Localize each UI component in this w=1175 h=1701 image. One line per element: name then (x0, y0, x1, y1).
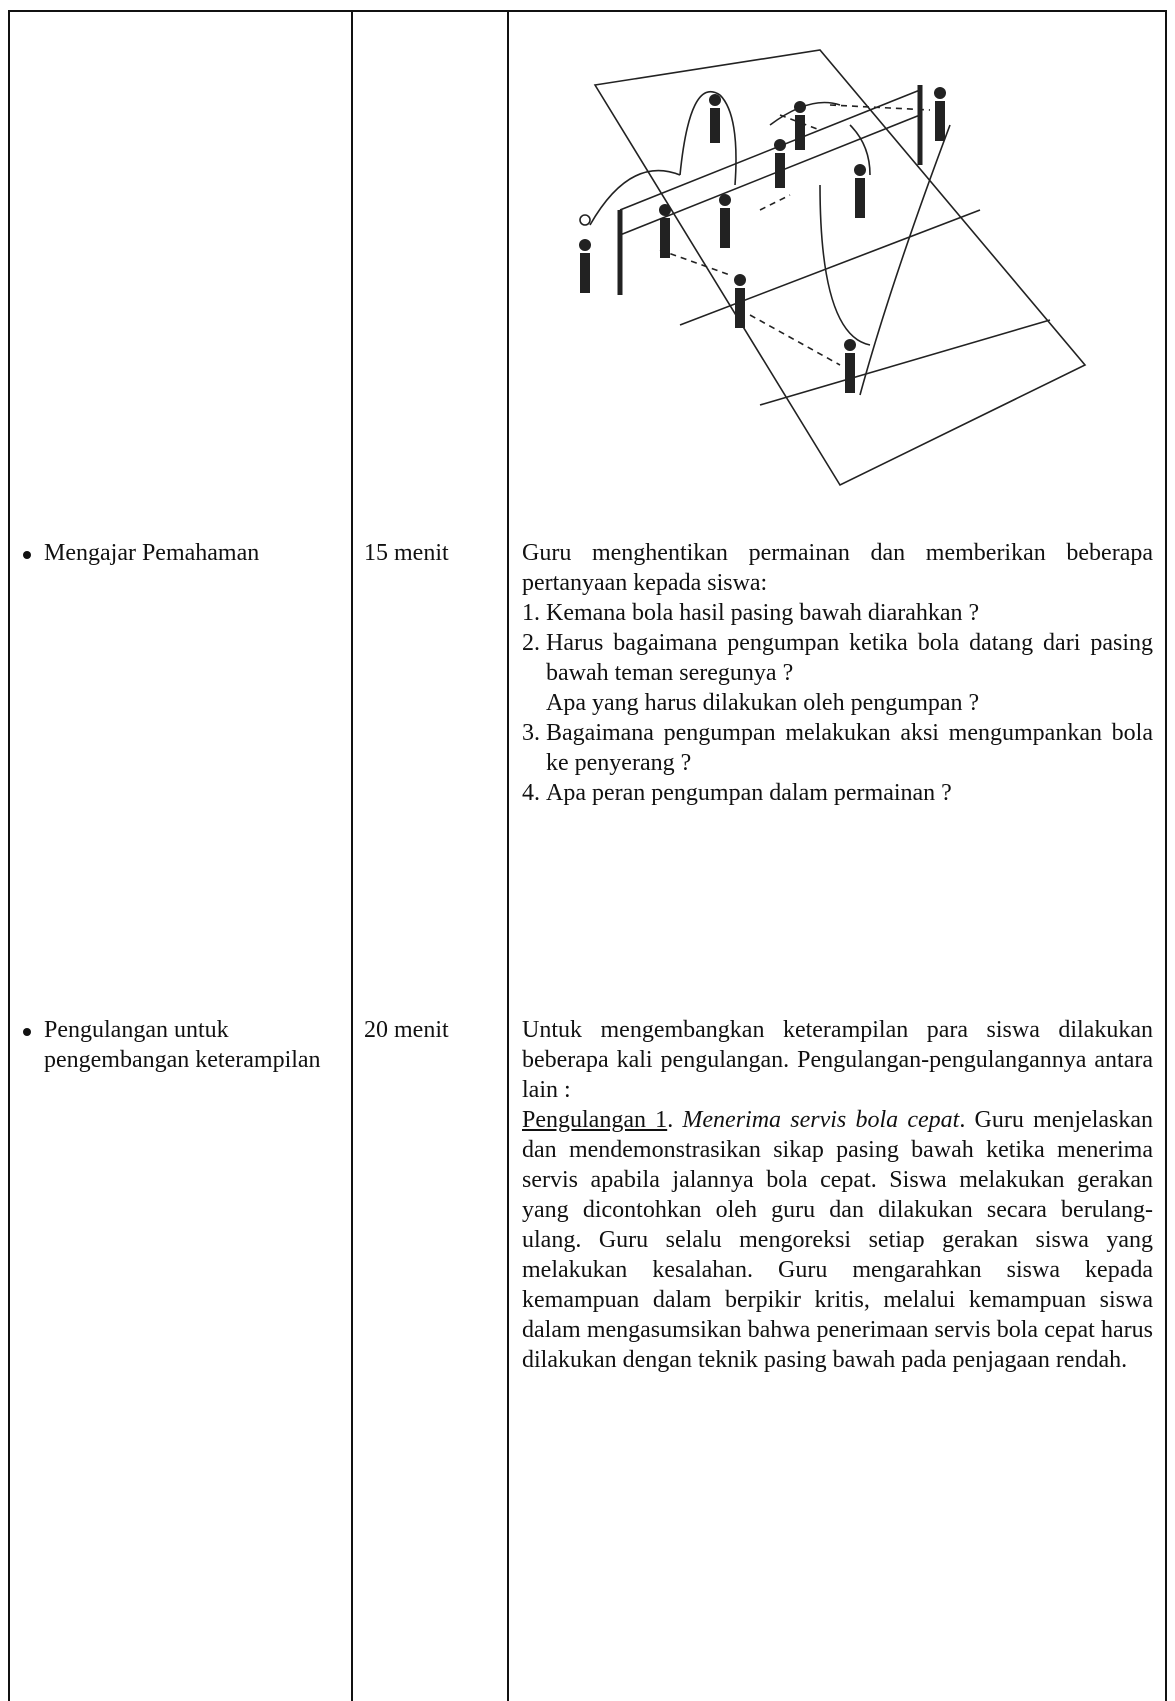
question-text: Harus bagaimana pengumpan ketika bola da… (546, 630, 1153, 686)
question-body: Kemana bola hasil pasing bawah diarahkan… (546, 598, 1153, 628)
question-number: 2. (522, 630, 540, 656)
drill-paragraph: Pengulangan 1. Menerima servis bola cepa… (522, 1107, 1154, 1373)
description-intro: Guru menghentikan permainan dan memberik… (522, 540, 1153, 596)
question-text: Kemana bola hasil pasing bawah diarahkan… (546, 600, 980, 626)
activity-cell: Mengajar Pemahaman (22, 538, 342, 568)
question-text: Bagaimana pengumpan melakukan aksi mengu… (546, 720, 1153, 776)
bullet (23, 1028, 31, 1036)
table-border (8, 10, 10, 1701)
question-extra: Apa yang harus dilakukan oleh pengumpan … (546, 690, 980, 716)
description-intro: Untuk mengembangkan keterampilan para si… (522, 1017, 1153, 1103)
question-number: 3. (522, 720, 540, 746)
table-top-border (8, 10, 1167, 12)
question-number: 4. (522, 780, 540, 806)
question: 4. Apa peran pengumpan dalam permainan ? (522, 778, 1153, 808)
time: 15 menit (364, 540, 449, 566)
description-cell: Guru menghentikan permainan dan memberik… (522, 538, 1153, 808)
question-body: Apa peran pengumpan dalam permainan ? (546, 778, 1153, 808)
activity-cell: Pengulangan untuk pengembangan keterampi… (22, 1015, 342, 1075)
activity: Mengajar Pemahaman (22, 538, 342, 568)
column-border (351, 10, 353, 1701)
bullet (23, 551, 31, 559)
drill-label: Pengulangan 1 (522, 1107, 668, 1133)
activity: Pengulangan untuk pengembangan keterampi… (22, 1015, 342, 1075)
drill-body: Guru menjelaskan dan mendemonstrasikan s… (522, 1107, 1154, 1373)
question: 3. Bagaimana pengumpan melakukan aksi men… (522, 718, 1153, 778)
question: 2. Harus bagaimana pengumpan ketika bola … (522, 628, 1153, 718)
volleyball-drill-illustration (579, 49, 1087, 487)
question-body: Harus bagaimana pengumpan ketika bola da… (546, 628, 1153, 718)
description-cell: Untuk mengembangkan keterampilan para si… (522, 1015, 1153, 1375)
table-border (1165, 10, 1167, 1701)
question-number: 1. (522, 600, 540, 626)
time: 20 menit (364, 1017, 449, 1043)
drill-title: Menerima servis bola cepat (682, 1107, 960, 1133)
question-body: Bagaimana pengumpan melakukan aksi mengu… (546, 718, 1153, 778)
question-text: Apa peran pengumpan dalam permainan ? (546, 780, 952, 806)
question: 1. Kemana bola hasil pasing bawah diarahk… (522, 598, 1153, 628)
column-border (507, 10, 509, 1701)
